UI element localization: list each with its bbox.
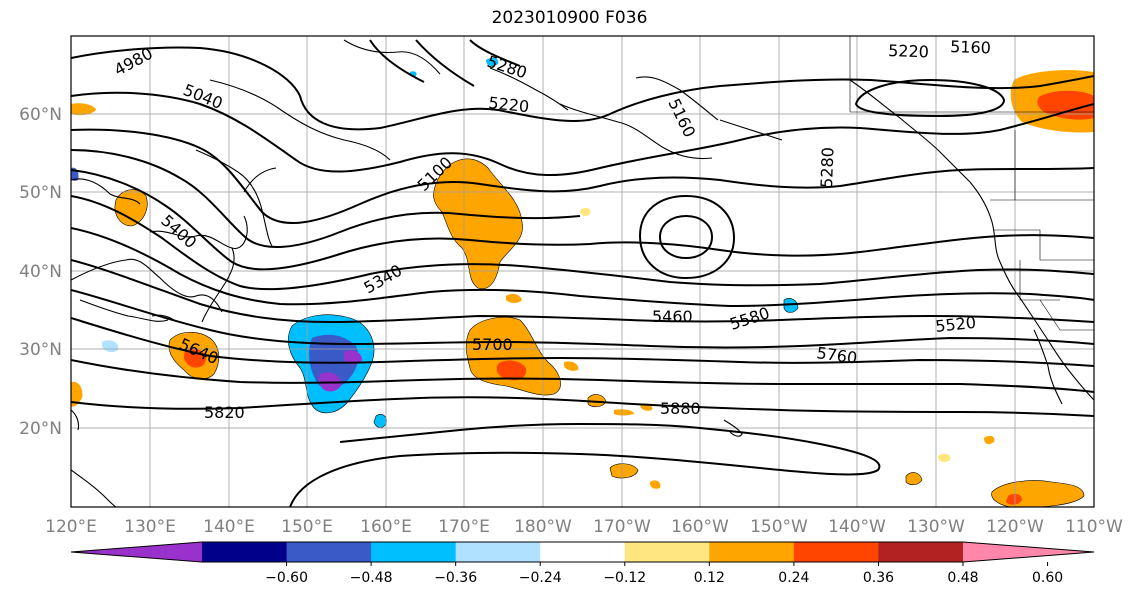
colorbar-segment <box>286 542 372 562</box>
lon-label-180w: 180°W <box>514 517 572 537</box>
colorbar-outline <box>70 541 1095 563</box>
lon-label-130e: 130°E <box>124 517 176 537</box>
colorbar-tick-label: 0.24 <box>778 570 809 586</box>
lon-label-130w: 130°W <box>907 517 965 537</box>
colorbar-tick-label: 0.12 <box>694 570 725 586</box>
contour-label-5460: 5460 <box>652 307 693 326</box>
borders <box>849 36 1094 331</box>
lat-label-30n: 30°N <box>19 340 62 360</box>
colorbar-extend-high <box>963 542 1094 562</box>
lon-label-150e: 150°E <box>281 517 333 537</box>
lon-label-120w: 120°W <box>986 517 1044 537</box>
lon-label-170w: 170°W <box>593 517 651 537</box>
lon-label-170e: 170°E <box>438 517 490 537</box>
colorbar-segment <box>709 542 795 562</box>
colorbar-tick-label: 0.36 <box>863 570 894 586</box>
lat-label-50n: 50°N <box>19 183 62 203</box>
colorbar-extend-low <box>71 542 202 562</box>
latitude-labels: 60°N 50°N 40°N 30°N 20°N <box>19 105 62 439</box>
colorbar-segment <box>455 542 541 562</box>
contour-label-5220-east: 5220 <box>888 41 929 61</box>
lat-label-20n: 20°N <box>19 419 62 439</box>
colorbar-segment <box>371 542 457 562</box>
longitude-labels: 120°E 130°E 140°E 150°E 160°E 170°E 180°… <box>45 517 1123 537</box>
colorbar-tick-label: −0.60 <box>265 570 308 586</box>
colorbar-segment <box>793 542 879 562</box>
contour-label-5160-east: 5160 <box>950 37 991 57</box>
colorbar-tick-label: −0.48 <box>350 570 393 586</box>
height-contours <box>71 39 1094 507</box>
contour-label-5700: 5700 <box>472 335 513 354</box>
colorbar-segment <box>878 542 964 562</box>
lat-label-60n: 60°N <box>19 105 62 125</box>
colorbar-segment <box>540 542 626 562</box>
lon-label-140e: 140°E <box>203 517 255 537</box>
colorbar-tick-label: −0.12 <box>603 570 646 586</box>
contour-label-5820: 5820 <box>204 403 245 422</box>
contour-label-5880: 5880 <box>660 399 701 418</box>
map-frame <box>70 35 1095 508</box>
lon-label-160w: 160°W <box>671 517 729 537</box>
colorbar-segment <box>202 542 288 562</box>
colorbar-segment <box>624 542 710 562</box>
lon-label-150w: 150°W <box>750 517 808 537</box>
map-title: 2023010900 F036 <box>491 8 648 28</box>
lon-label-120e: 120°E <box>45 517 97 537</box>
lon-label-140w: 140°W <box>828 517 886 537</box>
contour-label-5220-north: 5220 <box>488 93 530 116</box>
lon-label-110w: 110°W <box>1065 517 1123 537</box>
colorbar-tick-label: −0.24 <box>519 570 562 586</box>
colorbar-tick-label: 0.48 <box>947 570 978 586</box>
contour-label-5280-east: 5280 <box>817 147 837 188</box>
lon-label-160e: 160°E <box>360 517 412 537</box>
contour-label-5520: 5520 <box>934 313 976 336</box>
colorbar: −0.60 −0.48 −0.36 −0.24 −0.12 0.12 0.24 0.36 0.4… <box>70 541 1095 586</box>
colorbar-tick-label: 0.60 <box>1032 570 1063 586</box>
lat-label-40n: 40°N <box>19 262 62 282</box>
colorbar-tick-label: −0.36 <box>434 570 477 586</box>
graticule <box>71 36 1094 507</box>
